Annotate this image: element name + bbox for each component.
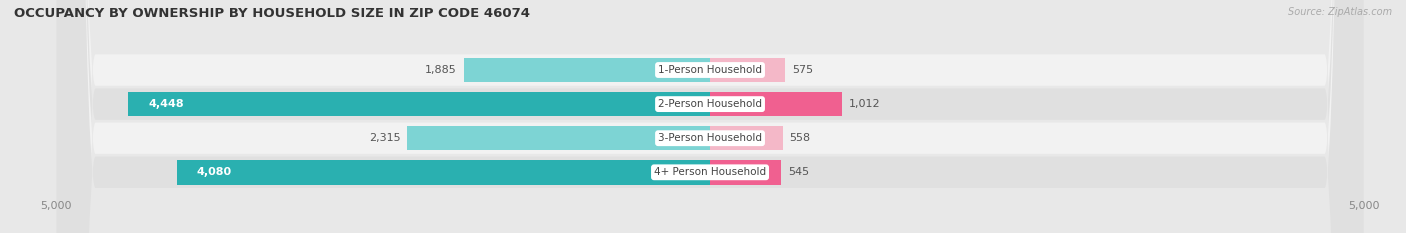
Text: 2,315: 2,315 <box>370 133 401 143</box>
Bar <box>177 160 710 185</box>
Text: 1-Person Household: 1-Person Household <box>658 65 762 75</box>
Text: 558: 558 <box>790 133 811 143</box>
Text: 4+ Person Household: 4+ Person Household <box>654 167 766 177</box>
Text: OCCUPANCY BY OWNERSHIP BY HOUSEHOLD SIZE IN ZIP CODE 46074: OCCUPANCY BY OWNERSHIP BY HOUSEHOLD SIZE… <box>14 7 530 20</box>
FancyBboxPatch shape <box>56 0 1364 233</box>
Text: 545: 545 <box>787 167 808 177</box>
Text: 4,080: 4,080 <box>197 167 231 177</box>
Text: 3-Person Household: 3-Person Household <box>658 133 762 143</box>
FancyBboxPatch shape <box>56 0 1364 233</box>
Text: 575: 575 <box>792 65 813 75</box>
Text: 2-Person Household: 2-Person Household <box>658 99 762 109</box>
Bar <box>710 58 785 82</box>
FancyBboxPatch shape <box>56 0 1364 233</box>
FancyBboxPatch shape <box>56 0 1364 233</box>
Bar <box>464 58 710 82</box>
Text: 1,885: 1,885 <box>425 65 457 75</box>
Bar <box>710 160 782 185</box>
Text: Source: ZipAtlas.com: Source: ZipAtlas.com <box>1288 7 1392 17</box>
Bar <box>710 126 783 151</box>
Bar <box>710 92 842 116</box>
Bar <box>408 126 710 151</box>
Text: 4,448: 4,448 <box>148 99 184 109</box>
Bar <box>128 92 710 116</box>
Text: 1,012: 1,012 <box>849 99 880 109</box>
